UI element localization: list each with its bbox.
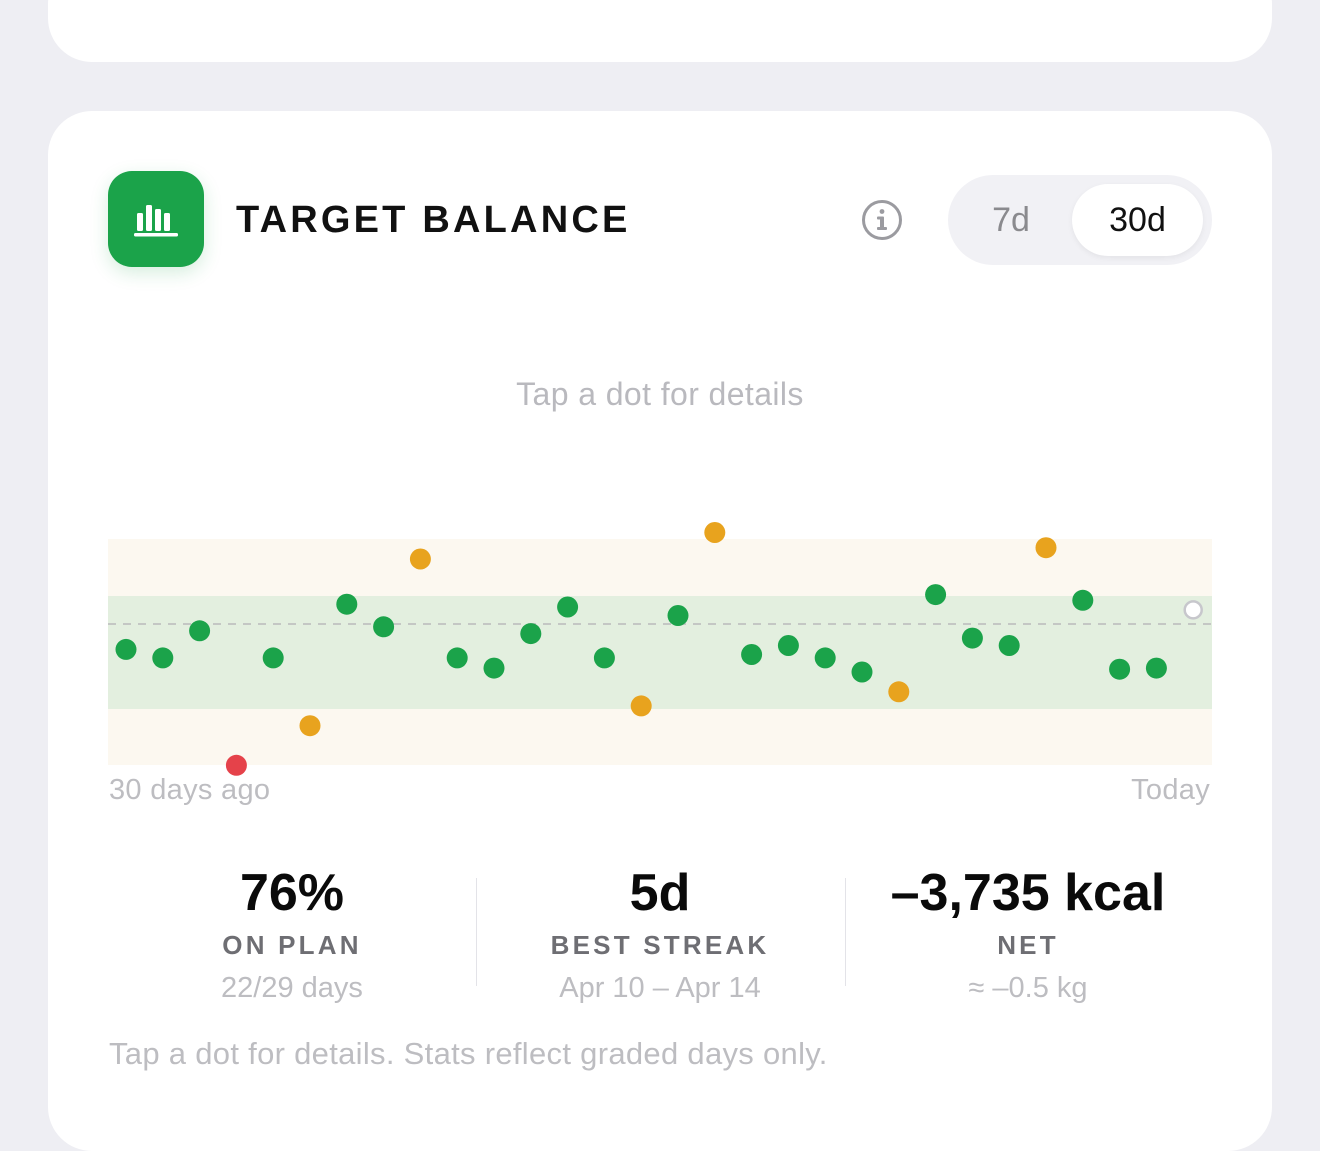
stat-label: NET — [997, 930, 1059, 960]
previous-card — [48, 0, 1272, 62]
day-dot-8[interactable] — [373, 616, 395, 638]
day-dot-25[interactable] — [998, 635, 1020, 656]
day-dot-23[interactable] — [925, 584, 947, 606]
day-dot-3[interactable] — [189, 620, 211, 642]
day-dot-22[interactable] — [888, 681, 910, 703]
day-dot-1[interactable] — [115, 638, 137, 660]
day-dot-15[interactable] — [630, 695, 652, 717]
day-dot-17[interactable] — [704, 522, 726, 543]
stat-label: ON PLAN — [222, 930, 362, 960]
day-dot-16[interactable] — [667, 605, 689, 626]
stat-sub: Apr 10 – Apr 14 — [559, 972, 761, 1004]
day-dot-10[interactable] — [446, 647, 468, 669]
day-dot-29[interactable] — [1145, 657, 1167, 679]
range-option-30d[interactable]: 30d — [1072, 184, 1203, 256]
day-dot-24[interactable] — [961, 627, 983, 649]
stat-divider — [845, 878, 846, 986]
day-dot-6[interactable] — [299, 715, 321, 737]
stat-value: 5d — [629, 864, 691, 922]
day-dot-11[interactable] — [483, 657, 505, 679]
day-dot-18[interactable] — [741, 644, 763, 665]
day-dot-4[interactable] — [225, 754, 247, 776]
tolerance-band-inner — [108, 596, 1212, 709]
day-dot-2[interactable] — [152, 647, 174, 669]
stat-value: 76% — [239, 864, 345, 922]
day-dot-7[interactable] — [336, 593, 358, 615]
stat-label: BEST STREAK — [550, 930, 770, 960]
stat-sub: 22/29 days — [221, 972, 363, 1004]
card-title: TARGET BALANCE — [236, 199, 631, 241]
day-dot-20[interactable] — [814, 647, 836, 669]
day-dot-12[interactable] — [520, 623, 542, 645]
balance-dot-chart — [108, 522, 1212, 776]
info-icon[interactable] — [858, 196, 906, 244]
x-axis-start-label: 30 days ago — [109, 774, 271, 806]
chart-hint: Tap a dot for details — [516, 376, 804, 412]
stat-value: –3,735 kcal — [890, 864, 1166, 922]
day-dot-13[interactable] — [557, 596, 579, 618]
stat-best-streak: 5d BEST STREAK Apr 10 – Apr 14 — [495, 862, 825, 1008]
day-dot-26[interactable] — [1035, 537, 1057, 559]
bar-chart-icon — [108, 171, 204, 267]
day-dot-19[interactable] — [777, 635, 799, 656]
stat-on-plan: 76% ON PLAN 22/29 days — [127, 862, 457, 1008]
day-dot-21[interactable] — [851, 661, 873, 683]
stat-divider — [476, 878, 477, 986]
footnote: Tap a dot for details. Stats reflect gra… — [109, 1036, 828, 1071]
day-dot-28[interactable] — [1109, 658, 1131, 680]
day-dot-5[interactable] — [262, 647, 284, 669]
stat-sub: ≈ –0.5 kg — [968, 972, 1088, 1004]
day-dot-30[interactable] — [1183, 600, 1203, 620]
stat-net: –3,735 kcal NET ≈ –0.5 kg — [863, 862, 1193, 1008]
day-dot-27[interactable] — [1072, 589, 1094, 611]
day-dot-9[interactable] — [409, 548, 431, 570]
range-segmented-control: 7d 30d — [948, 175, 1212, 265]
day-dot-14[interactable] — [593, 647, 615, 669]
x-axis-end-label: Today — [1131, 774, 1210, 806]
range-option-7d[interactable]: 7d — [992, 201, 1030, 239]
